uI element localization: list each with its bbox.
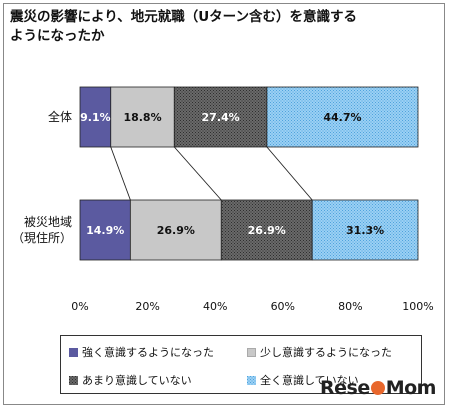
bar-segment-strong <box>79 199 131 261</box>
legend-swatch-strong <box>69 347 78 357</box>
chart-title: 震災の影響により、地元就職（Uターン含む）を意識するようになったか <box>10 9 357 44</box>
legend-swatch-not-much <box>69 375 78 385</box>
category-label: 全体 <box>48 109 72 124</box>
x-tick-label: 40% <box>203 300 227 313</box>
connector-line <box>110 146 131 201</box>
bar-segment-not-much <box>220 199 313 261</box>
bar-segment-not-at-all <box>266 86 419 148</box>
legend-label: 全く意識していない <box>260 374 359 387</box>
bar-segment-somewhat <box>129 199 222 261</box>
bar-segment-somewhat <box>110 86 175 148</box>
legend-item-not-much: あまり意識していない <box>69 372 192 388</box>
data-label: 18.8% <box>123 111 161 124</box>
data-label: 14.9% <box>86 224 124 237</box>
data-label: 31.3% <box>346 224 384 237</box>
data-label: 27.4% <box>202 111 240 124</box>
x-tick-label: 60% <box>271 300 295 313</box>
category-label: （現住所） <box>12 231 72 245</box>
legend-swatch-somewhat <box>247 347 256 357</box>
data-label: 26.9% <box>157 224 195 237</box>
category-label: 被災地域 <box>24 215 72 229</box>
bar-segment-not-at-all <box>311 199 419 261</box>
data-label: 26.9% <box>248 224 286 237</box>
x-tick-label: 80% <box>338 300 362 313</box>
legend-label: あまり意識していない <box>82 374 192 387</box>
connector-line <box>173 146 222 201</box>
legend-swatch-not-at-all <box>247 375 256 385</box>
bar-segment-not-much <box>173 86 268 148</box>
bar-segment-strong <box>79 86 112 148</box>
legend-item-strong: 強く意識するようになった <box>69 344 214 360</box>
legend-label: 少し意識するようになった <box>260 346 392 359</box>
x-tick-label: 20% <box>135 300 159 313</box>
legend: 強く意識するようになった 少し意識するようになった あまり意識していない 全く意… <box>60 335 422 394</box>
data-label: 9.1% <box>80 111 111 124</box>
x-tick-label: 100% <box>402 300 433 313</box>
legend-item-somewhat: 少し意識するようになった <box>247 344 392 360</box>
resemom-logo: Rese Mom <box>320 377 436 399</box>
connector-line <box>266 146 313 201</box>
legend-label: 強く意識するようになった <box>82 346 214 359</box>
x-tick-label: 0% <box>71 300 88 313</box>
legend-item-not-at-all: 全く意識していない <box>247 372 359 388</box>
data-label: 44.7% <box>323 111 361 124</box>
